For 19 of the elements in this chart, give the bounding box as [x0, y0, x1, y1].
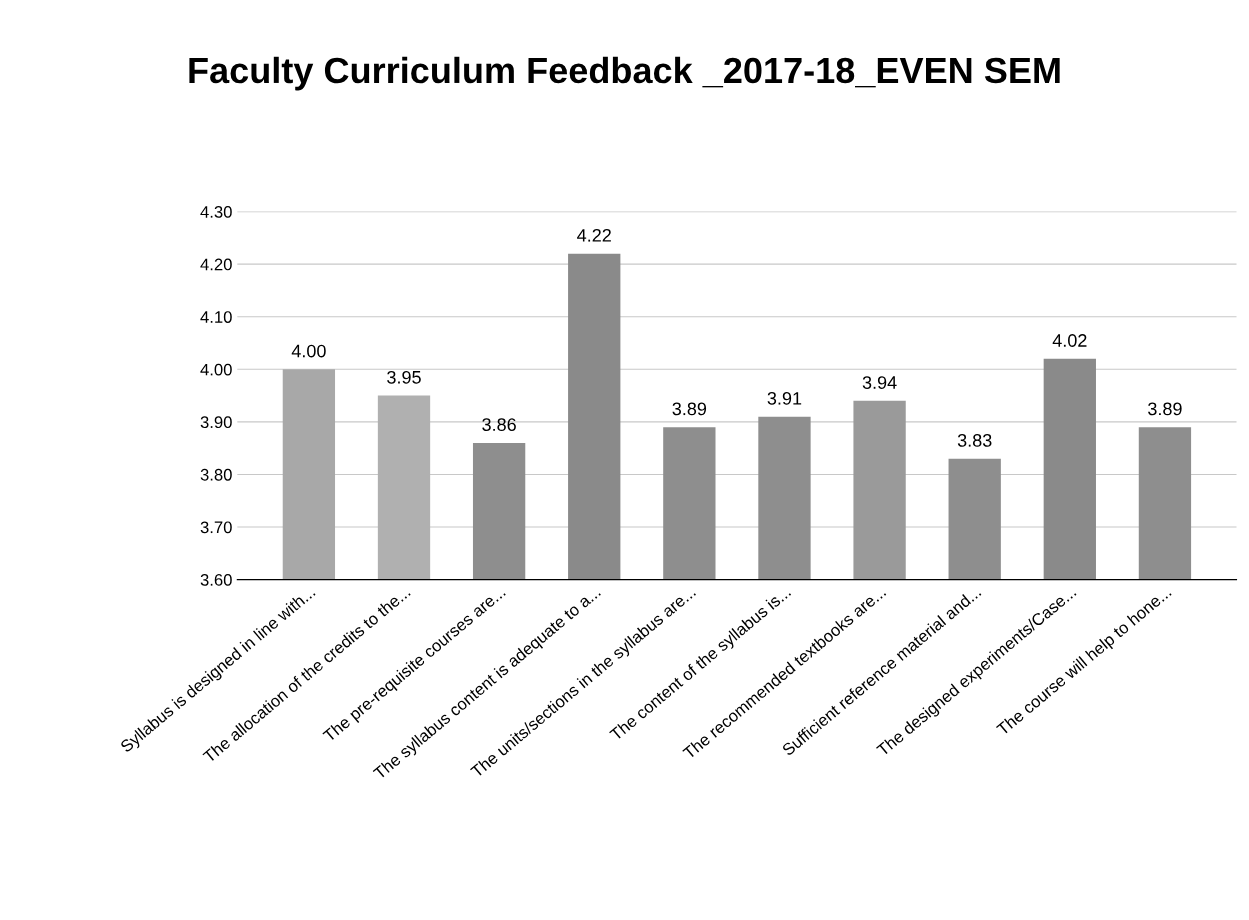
- y-tick-label: 3.70: [200, 521, 232, 534]
- data-label: 4.22: [577, 228, 611, 242]
- y-tick-label: 4.20: [200, 258, 232, 271]
- y-tick-label: 3.60: [200, 574, 232, 586]
- y-tick-label: 3.80: [200, 468, 232, 481]
- data-label: 3.95: [387, 370, 421, 384]
- data-label: 3.89: [672, 402, 707, 416]
- y-tick-label: 4.00: [200, 363, 232, 376]
- data-label: 3.86: [482, 418, 516, 432]
- data-label: 4.02: [1052, 334, 1087, 347]
- chart-title: Faculty Curriculum Feedback _2017-18_EVEN SEM: [189, 56, 1060, 91]
- data-label: 3.91: [767, 391, 802, 405]
- data-label: 3.89: [1148, 402, 1182, 416]
- data-label: 3.83: [957, 434, 992, 447]
- data-label: 4.00: [291, 344, 326, 358]
- y-tick-label: 4.30: [200, 206, 232, 218]
- data-label: 3.94: [862, 376, 897, 389]
- y-tick-label: 3.90: [200, 416, 232, 429]
- y-tick-label: 4.10: [200, 311, 232, 323]
